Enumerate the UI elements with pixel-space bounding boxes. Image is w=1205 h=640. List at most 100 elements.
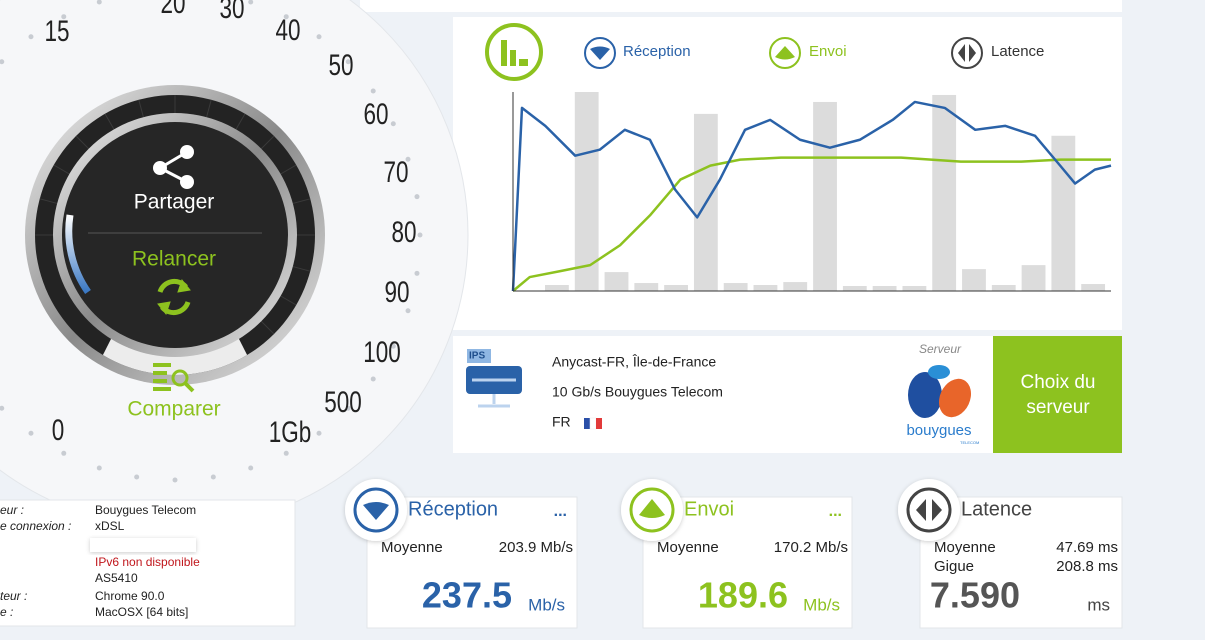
info-label: e connexion : xyxy=(0,519,71,533)
dot xyxy=(0,405,5,411)
info-label: teur : xyxy=(0,589,27,603)
dot xyxy=(96,465,102,471)
info-label: e : xyxy=(0,605,13,619)
logo-shape xyxy=(908,372,942,418)
latency-bar xyxy=(872,286,897,291)
info-panel xyxy=(0,499,296,627)
dot xyxy=(345,59,351,65)
latency-bar xyxy=(545,285,569,291)
card-row-value: 170.2 Mb/s xyxy=(774,539,848,556)
legend-label: Envoi xyxy=(809,43,847,60)
info-value: Bouygues Telecom xyxy=(95,503,196,517)
dot xyxy=(414,194,420,200)
restart-icon[interactable] xyxy=(157,278,191,316)
share-icon[interactable] xyxy=(153,145,194,189)
dot xyxy=(345,405,351,411)
card-row-label: Moyenne xyxy=(657,539,719,556)
dot xyxy=(414,270,420,276)
latency-bar xyxy=(753,285,778,291)
info-label: eur : xyxy=(0,503,24,517)
card-more: ... xyxy=(829,503,842,520)
latency-bar xyxy=(634,283,659,291)
dot xyxy=(61,450,67,456)
gauge-label: 50 xyxy=(328,48,353,82)
latency-bar xyxy=(1051,135,1076,291)
card-unit: Mb/s xyxy=(803,595,840,614)
latency-bar xyxy=(574,92,599,291)
series-line xyxy=(512,156,1111,292)
dot xyxy=(96,0,102,5)
series-line xyxy=(511,100,1112,292)
dot xyxy=(0,59,5,65)
latency-bar xyxy=(1021,265,1046,291)
server-caption: Serveur xyxy=(919,342,962,356)
tooltip xyxy=(90,538,196,552)
dot xyxy=(248,465,254,471)
chart-panel xyxy=(453,17,1122,330)
compare-icon[interactable] xyxy=(153,363,195,393)
dot xyxy=(370,88,376,94)
card-row-label: Moyenne xyxy=(934,539,996,556)
card-unit: Mb/s xyxy=(528,595,565,614)
latency-bar xyxy=(604,272,629,291)
share-button[interactable]: Partager xyxy=(134,191,215,214)
server-provider: 10 Gb/s Bouygues Telecom xyxy=(552,384,723,400)
flag xyxy=(596,418,602,429)
info-value: IPv6 non disponible xyxy=(95,555,200,569)
dot xyxy=(210,474,216,480)
restart-button[interactable]: Relancer xyxy=(132,248,216,271)
card-row-value: 203.9 Mb/s xyxy=(499,539,573,556)
dot xyxy=(370,376,376,382)
server-icon-lines xyxy=(472,378,516,408)
button-label[interactable]: Choix du xyxy=(1021,372,1096,393)
gauge-label: 500 xyxy=(324,385,362,419)
card-big-value: 237.5 xyxy=(422,575,512,616)
choose-server-button[interactable] xyxy=(993,336,1122,453)
dot xyxy=(405,156,411,162)
button-label[interactable]: serveur xyxy=(1026,397,1090,418)
info-value: MacOSX [64 bits] xyxy=(95,605,188,619)
gauge-label: 0 xyxy=(52,413,65,447)
card-row-label: Gigue xyxy=(934,558,974,575)
dot xyxy=(283,14,289,20)
server-country: FR xyxy=(552,414,571,430)
gauge-label: 90 xyxy=(384,275,409,309)
card-icon-glyph xyxy=(639,499,665,518)
latency-bar xyxy=(842,286,867,291)
top-panel xyxy=(360,0,1122,12)
dot xyxy=(316,34,322,40)
compare-button[interactable]: Comparer xyxy=(127,398,220,421)
logo-text: bouygues xyxy=(906,422,971,439)
flag xyxy=(589,417,597,430)
dot xyxy=(390,343,396,349)
legend-label: Latence xyxy=(991,43,1044,60)
card-title: Latence xyxy=(961,498,1032,520)
latency-bar xyxy=(664,285,688,291)
gauge-label: 100 xyxy=(363,335,401,369)
ips-text: IPS xyxy=(469,351,485,362)
dot xyxy=(134,474,140,480)
gauge-label: 15 xyxy=(44,14,69,48)
card-icon-glyph xyxy=(363,502,389,520)
card-title: Envoi xyxy=(684,498,734,520)
gauge-label: 1Gb xyxy=(269,415,312,449)
gauge-label: 30 xyxy=(219,0,244,25)
info-value: xDSL xyxy=(95,519,125,533)
card-title: Réception xyxy=(408,498,498,520)
latency-bar xyxy=(723,283,748,291)
server-name: Anycast-FR, Île-de-France xyxy=(552,354,716,370)
legend-icon xyxy=(951,37,983,69)
logo-sub: TELECOM xyxy=(960,440,979,445)
ips-badge xyxy=(467,349,491,363)
card-big-value: 189.6 xyxy=(698,575,788,616)
latency-bar xyxy=(783,282,808,291)
dot xyxy=(417,232,423,238)
info-value: Chrome 90.0 xyxy=(95,589,165,603)
dot xyxy=(248,0,254,5)
card-row-label: Moyenne xyxy=(381,539,443,556)
dot xyxy=(283,450,289,456)
latency-bar xyxy=(813,101,837,291)
dot xyxy=(405,308,411,314)
card-icon-glyph xyxy=(916,499,942,521)
